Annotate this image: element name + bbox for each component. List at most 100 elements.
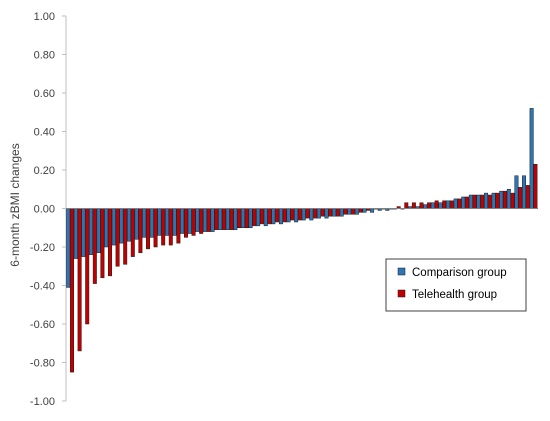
telehealth-bar: [465, 196, 470, 209]
legend-label: Telehealth group: [412, 289, 497, 301]
comparison-bar: [248, 208, 253, 228]
comparison-bar: [438, 202, 443, 209]
telehealth-bar: [275, 208, 280, 223]
comparison-bar: [301, 208, 306, 221]
telehealth-bar: [237, 208, 242, 228]
y-tick-label: 0.20: [34, 165, 55, 177]
telehealth-bar: [419, 202, 424, 209]
comparison-bar: [468, 194, 473, 209]
comparison-bar: [332, 208, 337, 217]
comparison-bar: [522, 175, 527, 209]
telehealth-bar: [434, 200, 439, 209]
telehealth-bar: [184, 208, 188, 238]
telehealth-bar: [282, 208, 287, 223]
y-tick-label: 0.60: [34, 88, 55, 100]
y-axis-ticks: 1.00 0.80 0.60 0.40 0.20 0.00 -0.20 -0.40 -0.60 -…: [30, 11, 66, 408]
telehealth-bar: [221, 208, 226, 230]
telehealth-bar: [313, 208, 318, 219]
comparison-bar: [278, 208, 283, 225]
telehealth-bar: [449, 200, 454, 209]
comparison-bar: [430, 202, 435, 209]
telehealth-bar: [138, 208, 143, 254]
telehealth-bar: [100, 208, 105, 279]
comparison-bar: [484, 192, 489, 209]
telehealth-bar: [85, 208, 90, 325]
comparison-bar: [476, 194, 481, 209]
comparison-bar: [149, 208, 154, 238]
telehealth-bar: [343, 208, 348, 215]
telehealth-bar: [130, 208, 135, 257]
comparison-bar: [233, 208, 238, 230]
telehealth-bar: [358, 208, 363, 213]
telehealth-bar: [146, 208, 150, 250]
telehealth-bar: [199, 208, 204, 234]
comparison-bar: [339, 208, 344, 217]
comparison-bar: [127, 208, 131, 242]
telehealth-bar: [411, 202, 416, 209]
comparison-bar: [134, 208, 139, 240]
telehealth-bar: [92, 208, 97, 284]
y-tick-label: -1.00: [30, 396, 55, 408]
telehealth-bar: [108, 208, 112, 277]
telehealth-bar: [123, 208, 128, 265]
comparison-bar: [256, 208, 261, 227]
comparison-bar: [210, 208, 215, 232]
comparison-bar: [514, 175, 519, 209]
telehealth-bar: [305, 208, 310, 219]
y-tick-label: -0.40: [30, 281, 55, 293]
comparison-bar: [347, 208, 352, 215]
y-tick-label: -0.60: [30, 319, 55, 331]
y-tick-label: -0.20: [30, 242, 55, 254]
legend-swatch: [397, 267, 406, 276]
telehealth-bar: [168, 208, 173, 246]
comparison-bar: [96, 208, 101, 254]
telehealth-bar: [176, 208, 181, 244]
telehealth-bar: [214, 208, 219, 230]
comparison-bar: [165, 208, 169, 236]
comparison-bar: [370, 208, 375, 213]
telehealth-bar: [503, 190, 508, 209]
comparison-bar: [354, 208, 359, 215]
comparison-bar: [111, 208, 116, 246]
telehealth-bar: [70, 208, 75, 373]
telehealth-bar: [244, 208, 249, 228]
telehealth-bar: [495, 192, 500, 209]
legend-label: Comparison group: [412, 267, 507, 279]
telehealth-bar: [115, 208, 120, 267]
comparison-bar: [104, 208, 109, 248]
telehealth-bar: [153, 208, 158, 248]
comparison-bar: [225, 208, 230, 230]
telehealth-bar: [290, 208, 295, 221]
comparison-bar: [89, 208, 93, 255]
comparison-bar: [316, 208, 321, 219]
comparison-bar: [506, 189, 511, 209]
telehealth-bar: [404, 202, 409, 209]
comparison-bar: [423, 204, 428, 209]
comparison-bar: [446, 200, 451, 209]
legend: Comparison group Telehealth group: [385, 258, 527, 312]
telehealth-bar: [297, 208, 302, 221]
telehealth-bar: [161, 208, 166, 246]
comparison-bar: [119, 208, 124, 244]
comparison-bar: [195, 208, 200, 232]
comparison-bar: [453, 198, 458, 209]
comparison-bar: [81, 208, 86, 257]
y-tick-label: 0.80: [34, 50, 55, 62]
y-axis-label: 6-month zBMI changes: [8, 143, 22, 266]
telehealth-bar: [351, 208, 356, 215]
telehealth-bar: [335, 208, 340, 217]
telehealth-bar: [525, 185, 530, 209]
legend-swatch: [397, 289, 406, 298]
y-tick-label: 1.00: [34, 11, 55, 23]
comparison-bar: [324, 208, 329, 219]
comparison-bar: [218, 208, 223, 230]
telehealth-bar: [252, 208, 257, 227]
comparison-bar: [263, 208, 268, 227]
telehealth-bar: [259, 208, 264, 225]
telehealth-bar: [206, 208, 211, 232]
comparison-bar: [187, 208, 192, 234]
comparison-bar: [271, 208, 276, 225]
comparison-bar: [362, 208, 367, 213]
